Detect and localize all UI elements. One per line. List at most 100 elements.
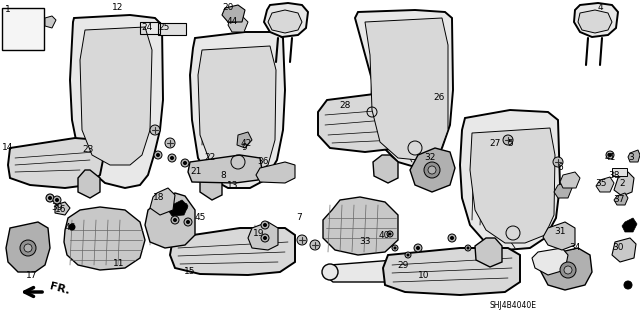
Circle shape bbox=[553, 157, 563, 167]
Circle shape bbox=[186, 220, 190, 224]
Circle shape bbox=[261, 221, 269, 229]
Text: 46: 46 bbox=[64, 224, 76, 233]
Circle shape bbox=[467, 247, 470, 249]
Text: 12: 12 bbox=[112, 4, 124, 12]
Polygon shape bbox=[614, 193, 628, 205]
Text: 36: 36 bbox=[257, 157, 269, 166]
Polygon shape bbox=[328, 258, 428, 282]
Text: 14: 14 bbox=[3, 144, 13, 152]
Circle shape bbox=[24, 244, 32, 252]
Polygon shape bbox=[365, 18, 448, 160]
Polygon shape bbox=[574, 3, 618, 37]
Text: FR.: FR. bbox=[48, 281, 70, 296]
Text: 15: 15 bbox=[184, 266, 196, 276]
Circle shape bbox=[48, 196, 52, 200]
Circle shape bbox=[156, 153, 160, 157]
Polygon shape bbox=[355, 10, 453, 167]
Circle shape bbox=[263, 223, 267, 227]
Text: 17: 17 bbox=[26, 271, 38, 279]
Polygon shape bbox=[612, 238, 636, 262]
Polygon shape bbox=[188, 155, 262, 183]
Text: 8: 8 bbox=[220, 172, 226, 181]
FancyBboxPatch shape bbox=[612, 168, 627, 176]
Polygon shape bbox=[475, 238, 502, 267]
Polygon shape bbox=[554, 182, 572, 198]
Circle shape bbox=[53, 196, 61, 204]
Polygon shape bbox=[198, 46, 276, 175]
Polygon shape bbox=[614, 172, 634, 196]
Text: 31: 31 bbox=[554, 227, 566, 236]
Text: 5: 5 bbox=[507, 138, 513, 147]
Circle shape bbox=[55, 198, 59, 202]
Text: 9: 9 bbox=[241, 144, 247, 152]
Circle shape bbox=[20, 240, 36, 256]
Circle shape bbox=[69, 224, 75, 230]
Text: 7: 7 bbox=[296, 213, 302, 222]
Circle shape bbox=[387, 231, 393, 237]
Circle shape bbox=[428, 166, 436, 174]
Circle shape bbox=[424, 162, 440, 178]
Circle shape bbox=[394, 247, 397, 249]
Circle shape bbox=[183, 161, 187, 165]
FancyBboxPatch shape bbox=[158, 23, 186, 35]
Polygon shape bbox=[45, 16, 56, 28]
Polygon shape bbox=[200, 172, 222, 200]
Text: 4: 4 bbox=[597, 4, 603, 12]
Circle shape bbox=[392, 245, 398, 251]
Text: SHJ4B4040E: SHJ4B4040E bbox=[490, 300, 537, 309]
Polygon shape bbox=[318, 92, 418, 152]
Polygon shape bbox=[383, 248, 520, 295]
Circle shape bbox=[184, 218, 192, 226]
Polygon shape bbox=[268, 10, 302, 33]
Circle shape bbox=[405, 252, 411, 258]
Text: 22: 22 bbox=[204, 153, 216, 162]
Text: 38: 38 bbox=[608, 170, 620, 180]
Polygon shape bbox=[55, 202, 70, 215]
Polygon shape bbox=[80, 27, 152, 165]
Polygon shape bbox=[170, 228, 295, 275]
Circle shape bbox=[170, 156, 174, 160]
Text: 21: 21 bbox=[190, 167, 202, 176]
Polygon shape bbox=[540, 248, 592, 290]
Polygon shape bbox=[70, 15, 163, 188]
Polygon shape bbox=[145, 193, 195, 248]
Circle shape bbox=[168, 154, 176, 162]
Text: 32: 32 bbox=[424, 152, 436, 161]
Text: 20: 20 bbox=[222, 4, 234, 12]
Text: 6: 6 bbox=[557, 164, 563, 173]
Polygon shape bbox=[596, 177, 614, 192]
Circle shape bbox=[450, 236, 454, 240]
Polygon shape bbox=[532, 248, 568, 275]
Circle shape bbox=[310, 240, 320, 250]
Circle shape bbox=[406, 254, 410, 256]
Polygon shape bbox=[168, 200, 188, 216]
Text: 29: 29 bbox=[397, 261, 409, 270]
Polygon shape bbox=[622, 218, 637, 232]
FancyBboxPatch shape bbox=[2, 8, 44, 50]
Circle shape bbox=[416, 246, 420, 250]
Text: 3: 3 bbox=[628, 152, 634, 161]
Circle shape bbox=[606, 151, 614, 159]
Text: 40: 40 bbox=[378, 231, 390, 240]
Text: 35: 35 bbox=[595, 179, 607, 188]
Polygon shape bbox=[237, 132, 252, 148]
Text: 13: 13 bbox=[227, 181, 239, 189]
Text: 42: 42 bbox=[241, 138, 252, 147]
Polygon shape bbox=[256, 162, 295, 183]
Text: 2: 2 bbox=[619, 179, 625, 188]
Circle shape bbox=[165, 138, 175, 148]
Text: 25: 25 bbox=[158, 24, 170, 33]
Text: 27: 27 bbox=[490, 138, 500, 147]
Circle shape bbox=[181, 159, 189, 167]
Text: 23: 23 bbox=[83, 145, 93, 154]
Text: 10: 10 bbox=[419, 271, 429, 280]
Polygon shape bbox=[248, 222, 278, 250]
Text: 28: 28 bbox=[339, 100, 351, 109]
Polygon shape bbox=[264, 3, 308, 37]
Polygon shape bbox=[150, 188, 175, 215]
Text: 34: 34 bbox=[570, 243, 580, 253]
Text: 30: 30 bbox=[612, 243, 624, 253]
Circle shape bbox=[560, 262, 576, 278]
Circle shape bbox=[608, 153, 612, 157]
Text: 18: 18 bbox=[153, 192, 164, 202]
